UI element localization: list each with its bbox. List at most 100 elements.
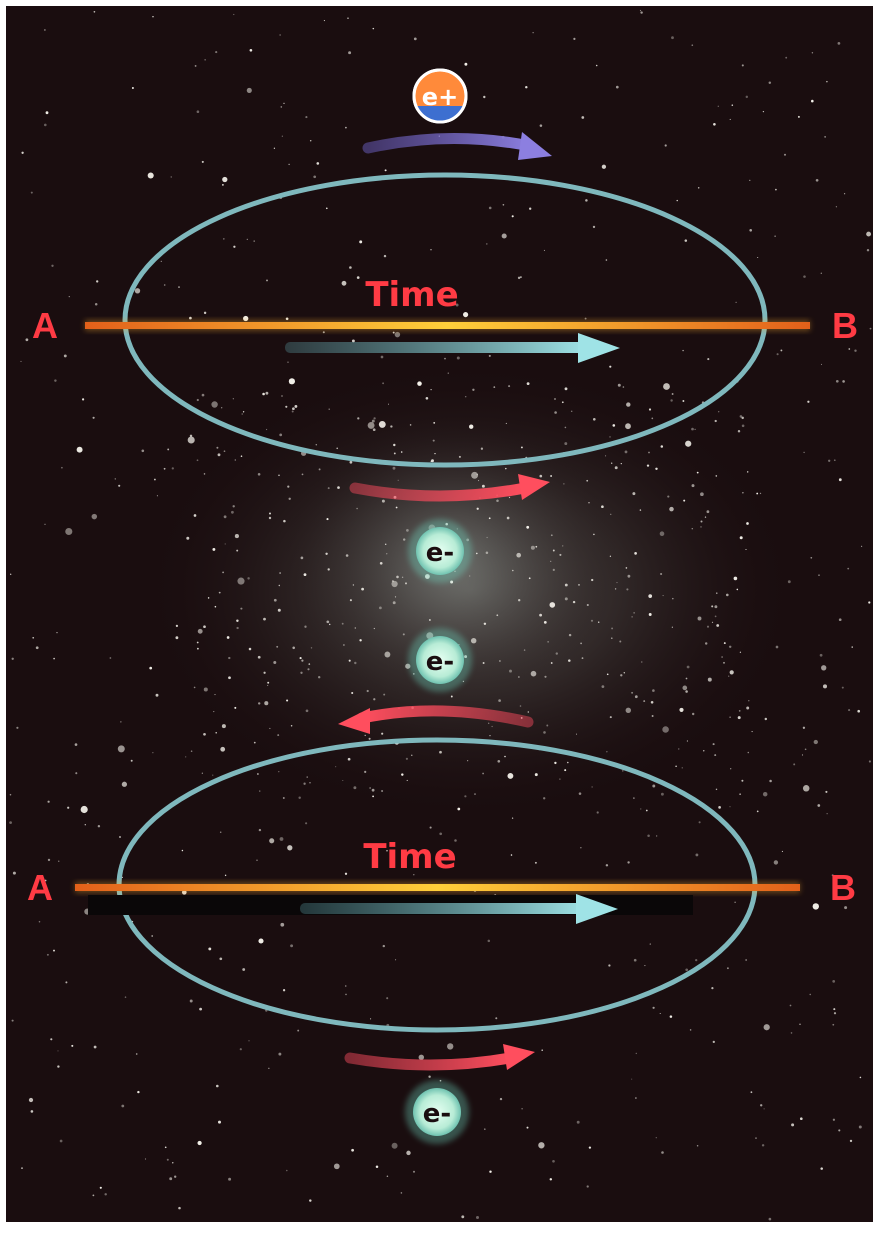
star xyxy=(595,64,598,67)
star xyxy=(124,996,127,998)
star xyxy=(219,957,223,961)
star xyxy=(308,663,311,665)
star xyxy=(505,422,507,424)
star xyxy=(869,327,872,330)
star xyxy=(248,647,252,651)
star xyxy=(336,447,339,450)
star xyxy=(847,567,850,570)
star xyxy=(640,11,643,14)
star xyxy=(326,207,328,210)
star xyxy=(452,856,455,859)
star xyxy=(478,480,480,482)
star xyxy=(641,661,643,663)
star xyxy=(739,415,743,418)
star xyxy=(418,1054,425,1061)
star xyxy=(197,1140,202,1146)
star xyxy=(57,1050,59,1052)
star xyxy=(715,475,718,477)
star xyxy=(352,584,355,586)
star xyxy=(193,686,196,689)
star xyxy=(53,657,55,660)
star xyxy=(849,1139,853,1143)
star xyxy=(868,601,871,604)
star xyxy=(826,813,828,815)
star xyxy=(678,748,680,750)
star xyxy=(400,451,403,453)
star xyxy=(541,1049,543,1051)
star xyxy=(174,1175,177,1178)
star xyxy=(96,280,99,283)
star xyxy=(817,804,821,807)
star xyxy=(502,203,505,206)
star xyxy=(406,529,409,532)
star xyxy=(216,446,219,449)
star xyxy=(121,781,128,787)
star xyxy=(189,999,193,1003)
star xyxy=(267,684,269,686)
star xyxy=(400,1192,403,1194)
star xyxy=(554,398,556,400)
star xyxy=(290,944,294,948)
star xyxy=(516,552,522,558)
star xyxy=(292,407,295,411)
star xyxy=(643,700,646,703)
star xyxy=(429,826,432,829)
star xyxy=(691,427,694,431)
star xyxy=(384,651,391,658)
star xyxy=(838,1129,841,1132)
star xyxy=(44,29,46,31)
star xyxy=(757,256,759,259)
star xyxy=(21,1167,23,1169)
star xyxy=(372,428,376,432)
star xyxy=(381,789,384,793)
star xyxy=(487,939,491,943)
star xyxy=(672,597,674,600)
star xyxy=(232,398,234,400)
star xyxy=(725,593,729,597)
star xyxy=(482,662,485,664)
star xyxy=(741,779,744,782)
star xyxy=(543,731,546,734)
star xyxy=(469,424,474,429)
star xyxy=(266,428,268,431)
star xyxy=(627,574,631,578)
star xyxy=(706,510,710,514)
star xyxy=(482,772,484,775)
star xyxy=(175,636,179,640)
star xyxy=(327,487,330,490)
star xyxy=(316,162,320,165)
star xyxy=(10,573,12,575)
star xyxy=(745,959,747,961)
star xyxy=(240,455,243,457)
star xyxy=(50,1038,53,1041)
star xyxy=(749,179,751,181)
star xyxy=(749,228,753,232)
star xyxy=(648,594,653,598)
star xyxy=(354,627,356,629)
star xyxy=(581,657,584,659)
star xyxy=(379,606,382,610)
upper-time-arrow-shaft xyxy=(285,342,585,353)
star xyxy=(691,527,694,530)
star xyxy=(552,568,555,572)
star xyxy=(45,111,49,115)
star xyxy=(273,147,276,149)
star xyxy=(303,573,307,577)
star xyxy=(660,792,664,796)
star xyxy=(359,240,363,244)
star xyxy=(391,580,398,588)
star xyxy=(662,726,669,733)
star xyxy=(289,382,291,384)
star xyxy=(94,302,98,306)
star xyxy=(580,847,582,849)
star xyxy=(601,685,605,688)
star xyxy=(496,499,499,502)
star xyxy=(804,748,807,751)
star xyxy=(278,1052,282,1056)
star xyxy=(35,646,39,650)
star xyxy=(528,577,531,580)
star xyxy=(776,353,779,356)
star xyxy=(554,411,557,414)
star xyxy=(280,922,285,927)
star xyxy=(287,845,293,851)
